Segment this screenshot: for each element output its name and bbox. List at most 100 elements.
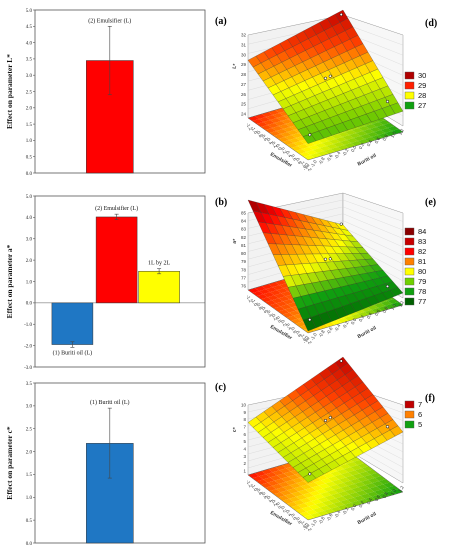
floor-cell <box>337 469 349 475</box>
floor-cell <box>280 304 292 310</box>
z-tick-label: 7 <box>243 425 246 430</box>
y-tick-label: 1.0 <box>26 496 33 501</box>
floor-cell <box>339 477 351 483</box>
buriti-tick: -0.4 <box>333 323 341 333</box>
bar <box>95 216 138 304</box>
legend-label: 77 <box>418 297 426 306</box>
emulsifier-tick: -0.2 <box>270 140 278 150</box>
floor-cell <box>287 130 299 135</box>
bar-chart-1: 0.0 0.5 1.0 1.5 2.0 2.5 3.0 3.5 4.0 4.5 5.0 Effect … <box>5 9 227 177</box>
emulsifier-tick: 0.4 <box>285 150 293 158</box>
floor-cell <box>259 117 271 122</box>
buriti-tick: 0.4 <box>366 497 374 505</box>
y-tick-label: 5.0 <box>26 9 33 14</box>
emulsifier-tick: -0.8 <box>255 129 263 139</box>
z-tick-label: 83 <box>241 227 247 232</box>
floor-cell <box>321 478 333 484</box>
emulsifier-tick: -1.2 <box>245 479 253 489</box>
z-tick-label: 1 <box>243 469 246 474</box>
legend-label: 80 <box>418 267 426 276</box>
buriti-tick: 0.2 <box>358 500 366 508</box>
floor-cell <box>335 496 347 502</box>
legend-label: 84 <box>418 227 426 236</box>
floor-cell <box>291 133 303 138</box>
buriti-tick: 0.4 <box>366 139 374 147</box>
floor-cell <box>259 289 271 295</box>
emulsifier-tick: 0.6 <box>290 513 298 521</box>
emulsifier-tick: 0.4 <box>285 323 293 331</box>
floor-cell <box>288 474 300 480</box>
floor-cell <box>356 476 368 482</box>
floor-cell <box>279 468 291 474</box>
floor-cell <box>334 487 346 494</box>
bar-chart-2: -3.0 -2.0 -1.0 0.0 1.0 2.0 3.0 4.0 5.0 Effect on … <box>5 195 227 371</box>
y-tick-label: 0.0 <box>26 302 33 307</box>
floor-cell <box>355 468 367 474</box>
emulsifier-tick: -1.0 <box>250 298 258 308</box>
floor-cell <box>374 489 386 495</box>
floor-cell <box>274 121 286 126</box>
data-point <box>308 133 312 137</box>
data-point <box>385 425 390 429</box>
data-point <box>339 359 343 363</box>
buriti-tick: -0.8 <box>317 329 325 339</box>
legend-swatch <box>404 257 415 266</box>
floor-cell <box>339 463 351 470</box>
z-tick-label: 9 <box>243 410 246 415</box>
floor-cell <box>369 127 381 132</box>
floor-cell <box>271 298 283 304</box>
y-tick-label: 3.0 <box>26 74 33 79</box>
y-tick-label: -1.0 <box>24 323 32 328</box>
floor-cell <box>340 499 352 505</box>
data-point <box>308 318 312 322</box>
floor-cell <box>281 476 293 482</box>
buriti-oil-axis-label: Buriti oil <box>357 325 378 340</box>
z-tick-label: 26 <box>241 92 247 97</box>
emulsifier-tick: 1.0 <box>300 520 308 528</box>
floor-cell <box>276 473 288 479</box>
buriti-tick: -0.6 <box>325 153 333 163</box>
legend-swatch <box>404 237 415 246</box>
emulsifier-tick: -1.0 <box>250 483 258 493</box>
floor-cell <box>306 495 318 502</box>
floor-cell <box>335 137 347 142</box>
z-tick-label: 80 <box>241 251 247 256</box>
floor-cell <box>329 139 341 144</box>
floor-cell <box>301 147 313 152</box>
floor-cell <box>332 479 344 485</box>
z-tick-label: 32 <box>241 33 247 38</box>
emulsifier-tick: -0.2 <box>270 498 278 508</box>
wall-grid <box>342 227 404 256</box>
emulsifier-tick: 0.0 <box>275 143 283 151</box>
floor-cell <box>301 506 313 512</box>
y-tick-label: 2.0 <box>26 450 33 455</box>
buriti-tick: -0.4 <box>333 150 341 160</box>
wall-grid <box>342 206 404 231</box>
floor-cell <box>324 495 336 501</box>
buriti-tick: -1.0 <box>310 518 318 528</box>
wall-grid <box>342 213 404 239</box>
panel-label: (a) <box>215 16 227 27</box>
floor-cell <box>278 296 290 302</box>
legend-swatch <box>404 297 415 306</box>
floor-cell <box>351 128 363 133</box>
emulsifier-tick: 0.6 <box>290 326 298 334</box>
emulsifier-tick: 0.2 <box>280 319 288 327</box>
surface-plot-3: 12345678910c*-1.2-1.2-1.0-1.0-0.8-0.8-0.… <box>232 356 435 532</box>
y-tick-label: 4.5 <box>26 25 33 30</box>
buriti-tick: 1.2 <box>397 300 405 308</box>
z-axis-label: L* <box>232 63 239 69</box>
legend-swatch <box>404 81 415 90</box>
emulsifier-tick: -1.0 <box>250 126 258 136</box>
z-axis-label: a* <box>232 238 239 244</box>
floor-cell <box>359 471 371 477</box>
emulsifier-tick: -0.8 <box>255 487 263 497</box>
buriti-tick: -1.2 <box>302 335 310 345</box>
floor-cell <box>263 292 275 298</box>
y-tick-label: -2.0 <box>24 344 32 349</box>
floor-cell <box>316 488 328 494</box>
floor-cell <box>354 481 366 488</box>
y-tick-label: 0.0 <box>26 542 33 547</box>
legend-swatch <box>404 91 415 100</box>
floor-cell <box>329 484 341 490</box>
